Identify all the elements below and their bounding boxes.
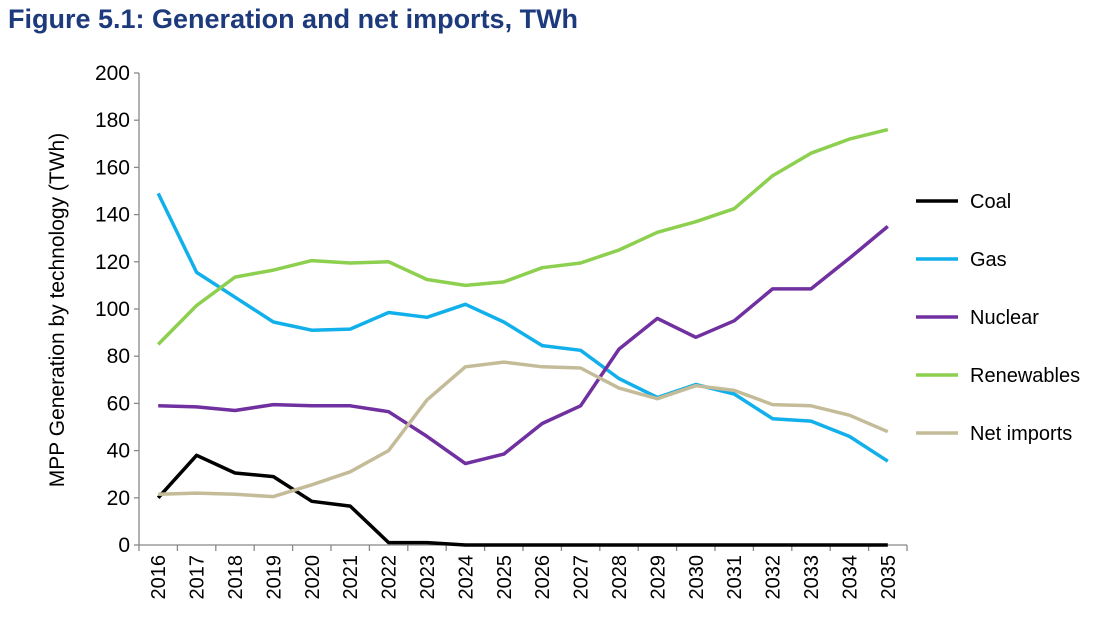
y-tick-label: 40 xyxy=(107,440,130,463)
legend-item: Renewables xyxy=(916,365,1080,387)
series-line-nuclear xyxy=(158,225,889,466)
y-tick-label: 20 xyxy=(107,487,130,510)
series-line-coal xyxy=(156,453,888,547)
x-tick-label: 2017 xyxy=(187,555,209,600)
legend-item: Nuclear xyxy=(916,307,1039,329)
x-tick-label: 2018 xyxy=(225,555,247,600)
x-tick-label: 2028 xyxy=(609,555,631,600)
x-tick-label: 2021 xyxy=(340,555,362,600)
y-tick-label: 120 xyxy=(95,251,130,274)
series-line-net-imports xyxy=(158,360,889,499)
series-line-renewables xyxy=(156,127,889,346)
x-tick-label: 2030 xyxy=(686,555,708,600)
x-tick-label: 2016 xyxy=(148,555,170,600)
x-tick-label: 2033 xyxy=(801,555,823,600)
x-tick-label: 2031 xyxy=(724,555,746,600)
x-tick-label: 2026 xyxy=(532,555,554,600)
y-tick-label: 140 xyxy=(95,204,130,227)
series-line-gas xyxy=(156,192,889,463)
series-lines xyxy=(156,127,889,547)
legend: Coal Gas Nuclear Renewables Net imports xyxy=(916,191,1080,445)
chart-title: Figure 5.1: Generation and net imports, … xyxy=(8,4,579,34)
x-tick-label: 2029 xyxy=(647,555,669,600)
legend-item: Gas xyxy=(916,249,1007,271)
y-tick-label: 160 xyxy=(95,156,130,179)
legend-label: Gas xyxy=(970,249,1007,271)
y-tick-label: 60 xyxy=(107,392,130,415)
x-tick-label: 2025 xyxy=(494,555,516,600)
legend-label: Coal xyxy=(970,191,1011,213)
x-tick-label: 2022 xyxy=(379,555,401,600)
y-tick-label: 0 xyxy=(118,534,130,557)
x-tick-label: 2024 xyxy=(455,555,477,600)
x-tick-label: 2020 xyxy=(302,555,324,600)
x-tick-label: 2034 xyxy=(839,555,861,600)
y-tick-label: 200 xyxy=(95,62,130,85)
legend-label: Renewables xyxy=(970,365,1080,387)
y-tick-label: 180 xyxy=(95,109,130,132)
legend-item: Coal xyxy=(916,191,1011,213)
y-axis-label: MPP Generation by technology (TWh) xyxy=(46,133,69,487)
legend-item: Net imports xyxy=(916,423,1072,445)
legend-label: Nuclear xyxy=(970,307,1039,329)
x-tick-label: 2032 xyxy=(763,555,785,600)
x-tick-label: 2035 xyxy=(878,555,900,600)
x-tick-label: 2027 xyxy=(571,555,593,600)
x-tick-label: 2023 xyxy=(417,555,439,600)
legend-label: Net imports xyxy=(970,423,1072,445)
axes: 0 20 40 60 80 100 120 140 160 180 200 2016 2017 2018 2… xyxy=(95,62,908,600)
y-tick-label: 80 xyxy=(107,345,130,368)
y-tick-label: 100 xyxy=(95,298,130,321)
x-tick-label: 2019 xyxy=(263,555,285,600)
